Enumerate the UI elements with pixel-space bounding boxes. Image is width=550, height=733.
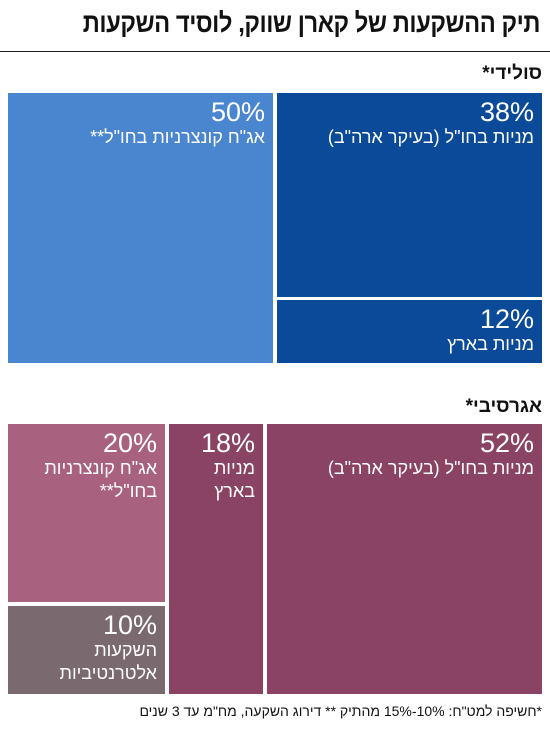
tile-percent: 52% <box>479 428 534 458</box>
solid-tile-foreign-stocks: 38% מניות בחו"ל (בעיקר ארה"ב) <box>277 93 542 297</box>
tile-percent: 50% <box>210 97 265 127</box>
aggressive-tile-local-stocks: 18% מניות בארץ <box>169 424 263 694</box>
tile-percent: 10% <box>102 610 157 640</box>
tile-label: מניות בארץ <box>213 458 255 501</box>
title-rule <box>0 51 550 52</box>
tile-label: מניות בחו"ל (בעיקר ארה"ב) <box>327 458 534 478</box>
tile-percent: 12% <box>479 304 534 334</box>
aggressive-tile-alternatives: 10% השקעות אלטרנטיביות <box>8 606 165 694</box>
tile-label: השקעות אלטרנטיביות <box>59 640 157 683</box>
tile-label: מניות בארץ <box>447 334 534 354</box>
footnote: *חשיפה למט"ח: 10%-15% מהתיק ** דירוג השק… <box>139 703 542 719</box>
tile-percent: 20% <box>102 428 157 458</box>
tile-percent: 38% <box>479 97 534 127</box>
solid-tile-corporate-bonds: 50% אג"ח קונצרניות בחו"ל** <box>8 93 273 363</box>
tile-percent: 18% <box>200 428 255 458</box>
tile-label: אג"ח קונצרניות בחו"ל** <box>90 127 265 147</box>
aggressive-tile-foreign-stocks: 52% מניות בחו"ל (בעיקר ארה"ב) <box>267 424 542 694</box>
solid-portfolio-heading: סולידי* <box>482 63 542 84</box>
aggressive-portfolio-heading: אגרסיבי* <box>465 396 542 417</box>
tile-label: אג"ח קונצרניות בחו"ל** <box>44 458 157 501</box>
solid-tile-local-stocks: 12% מניות בארץ <box>277 300 542 363</box>
tile-label: מניות בחו"ל (בעיקר ארה"ב) <box>327 127 534 147</box>
aggressive-tile-corporate-bonds: 20% אג"ח קונצרניות בחו"ל** <box>8 424 165 602</box>
chart-title: תיק ההשקעות של קארן שווק, לוסיד השקעות <box>82 8 541 38</box>
